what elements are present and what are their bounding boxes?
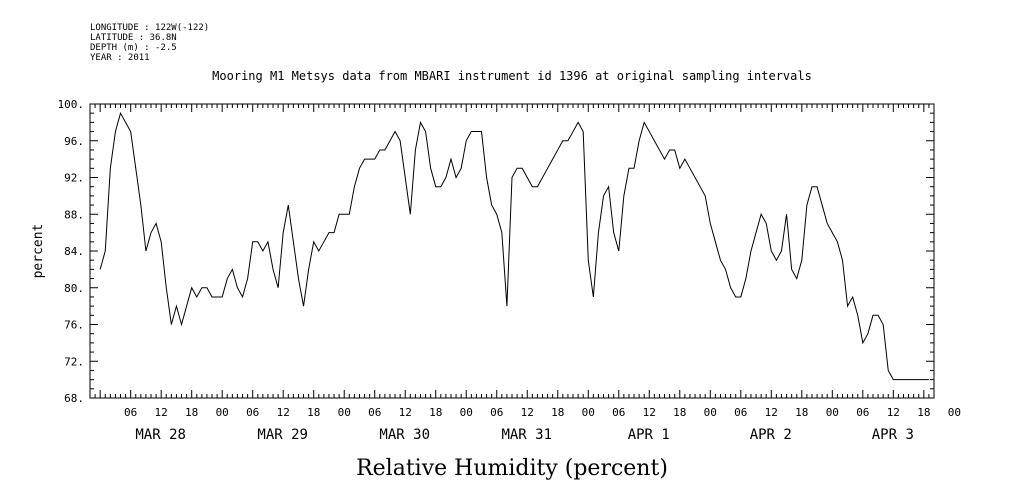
- x-tick-label: 12: [643, 406, 656, 419]
- x-tick-label: 18: [307, 406, 320, 419]
- x-tick-label: 00: [216, 406, 229, 419]
- x-tick-label: 06: [368, 406, 381, 419]
- x-tick-label: 18: [917, 406, 930, 419]
- plot-frame: [89, 103, 935, 399]
- x-day-label: MAR 29: [257, 427, 308, 443]
- y-axis-label: percent: [31, 224, 46, 279]
- x-tick-label: 06: [246, 406, 259, 419]
- x-tick-label: 06: [734, 406, 747, 419]
- x-tick-label: 00: [826, 406, 839, 419]
- x-day-label: MAR 31: [501, 427, 552, 443]
- y-tick-label: 88.: [64, 208, 84, 221]
- y-tick-label: 68.: [64, 392, 84, 405]
- y-tick-label: 76.: [64, 319, 84, 332]
- x-tick-label: 00: [948, 406, 961, 419]
- x-day-label: APR 2: [750, 427, 792, 443]
- x-tick-label: 18: [185, 406, 198, 419]
- x-axis: 06 12 18 00 06 12 18 00 06 12 18 00 06 12 18 00 06 12 18 00…: [89, 104, 961, 443]
- x-tick-label: 00: [704, 406, 717, 419]
- y-axis: 68. 72. 76. 80. 84. 88. 92. 96. 100.: [58, 98, 934, 405]
- x-tick-label: 18: [429, 406, 442, 419]
- x-tick-label: 12: [765, 406, 778, 419]
- y-tick-label: 84.: [64, 245, 84, 258]
- y-tick-label: 92.: [64, 172, 84, 185]
- x-day-label: MAR 28: [135, 427, 186, 443]
- x-tick-label: 06: [490, 406, 503, 419]
- x-tick-label: 12: [521, 406, 534, 419]
- x-tick-label: 12: [887, 406, 900, 419]
- x-tick-label: 18: [795, 406, 808, 419]
- x-tick-label: 00: [338, 406, 351, 419]
- x-tick-label: 18: [551, 406, 564, 419]
- x-tick-label: 12: [155, 406, 168, 419]
- x-tick-label: 18: [673, 406, 686, 419]
- y-tick-label: 96.: [64, 135, 84, 148]
- x-tick-label: 06: [856, 406, 869, 419]
- x-axis-label: Relative Humidity (percent): [356, 456, 668, 481]
- y-tick-label: 80.: [64, 282, 84, 295]
- chart-title: Mooring M1 Metsys data from MBARI instru…: [212, 69, 812, 83]
- x-tick-label: 00: [460, 406, 473, 419]
- series-line: [99, 111, 929, 381]
- year-text: YEAR : 2011: [90, 53, 150, 63]
- x-day-label: MAR 30: [379, 427, 430, 443]
- x-tick-label: 00: [582, 406, 595, 419]
- y-tick-label: 100.: [58, 98, 85, 111]
- x-day-label: APR 3: [872, 427, 914, 443]
- x-tick-label: 06: [124, 406, 137, 419]
- x-tick-label: 12: [277, 406, 290, 419]
- depth-text: DEPTH (m) : -2.5: [90, 43, 177, 53]
- series-group: [99, 111, 929, 381]
- x-day-label: APR 1: [628, 427, 670, 443]
- longitude-text: LONGITUDE : 122W(-122): [90, 23, 209, 33]
- x-tick-label: 12: [399, 406, 412, 419]
- x-tick-label: 06: [612, 406, 625, 419]
- latitude-text: LATITUDE : 36.8N: [90, 33, 177, 43]
- y-tick-label: 72.: [64, 355, 84, 368]
